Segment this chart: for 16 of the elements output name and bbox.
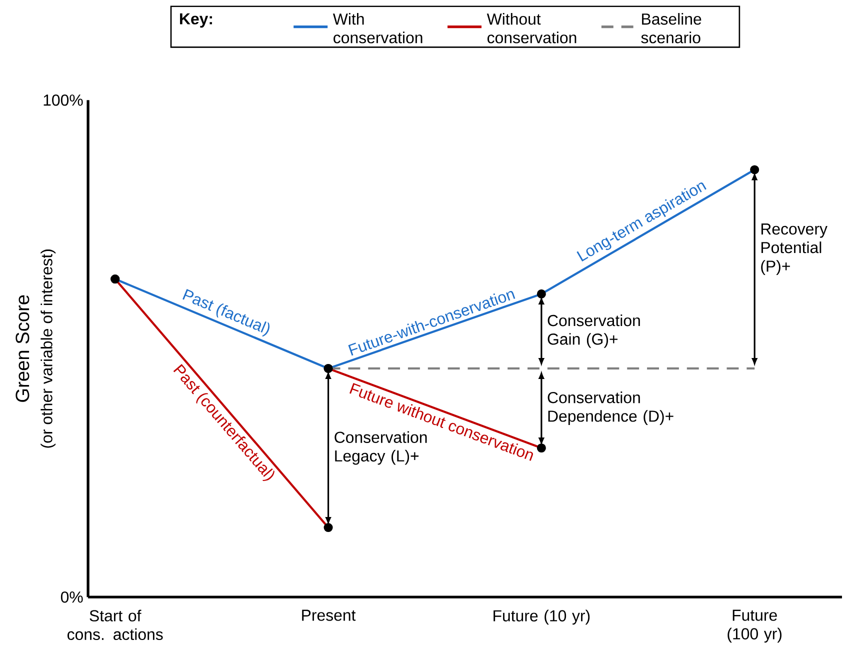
annotation: Conservation Legacy (L)+ — [334, 431, 427, 465]
text: (or other variable of interest) — [40, 250, 56, 448]
legend-label: With conservation — [332, 13, 422, 44]
y-tick-label: 100% — [44, 94, 83, 106]
annotation: Recovery Potential (P)+ — [761, 224, 828, 275]
x-tick-label: Future (10 yr) — [494, 610, 590, 625]
legend-label: Baseline scenario — [641, 13, 702, 44]
y-axis-title: Green Score — [16, 295, 30, 402]
legend-title: Key: — [180, 13, 212, 28]
x-tick-label: Present — [302, 610, 356, 621]
y-tick-label: 0% — [60, 591, 83, 603]
x-tick-label: Start of cons. actions — [68, 610, 163, 640]
legend-label: Without conservation — [486, 13, 576, 44]
annotation: Conservation Gain (G)+ — [548, 314, 640, 348]
annotation: Conservation Dependence (D)+ — [548, 392, 674, 425]
x-tick-label: Future (100 yr) — [728, 610, 782, 643]
